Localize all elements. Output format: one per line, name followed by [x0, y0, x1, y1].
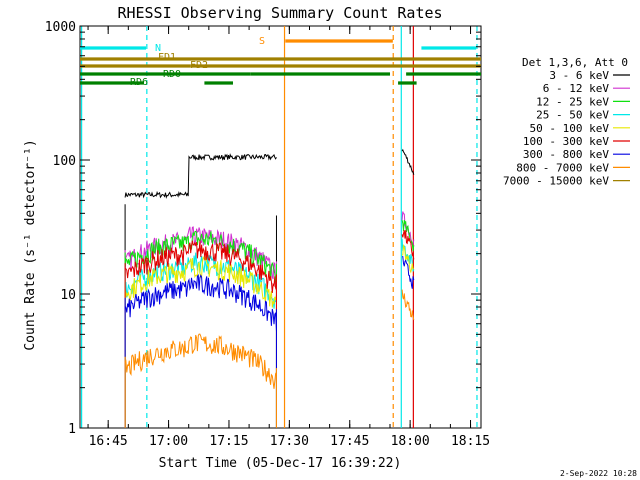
y-tick-label-3: 1000: [45, 20, 76, 35]
footer-date: 2-Sep-2022 10:28: [560, 469, 637, 478]
chart-title: RHESSI Observing Summary Count Rates: [117, 4, 442, 22]
series-post-4: [401, 243, 414, 274]
y-tick-label-1: 10: [60, 288, 76, 303]
legend-entry-2: 12 - 25 keV: [536, 95, 609, 108]
x-tick-label-0: 16:45: [89, 434, 128, 449]
x-tick-label-1: 17:00: [149, 434, 188, 449]
series-post-7: [401, 289, 415, 321]
series-line-7: [124, 333, 277, 389]
y-tick-label-0: 1: [68, 422, 76, 437]
plot-border: [79, 25, 482, 429]
x-axis-label: Start Time (05-Dec-17 16:39:22): [159, 456, 402, 471]
legend-entry-3: 25 - 50 keV: [536, 109, 609, 122]
plot-frame: [79, 25, 482, 429]
state-label-n: N: [155, 43, 161, 54]
legend-title: Det 1,3,6, Att 0: [522, 56, 628, 69]
series-post-2: [401, 219, 415, 252]
state-label-rd0: RD0: [163, 69, 181, 80]
series-lines: [124, 148, 415, 428]
legend-entry-4: 50 - 100 keV: [530, 122, 610, 135]
x-tick-label-6: 18:15: [451, 434, 490, 449]
y-tick-label-2: 100: [53, 154, 76, 169]
series-post-0: [401, 148, 415, 175]
x-tick-label-3: 17:30: [270, 434, 309, 449]
state-label-s: S: [259, 36, 265, 47]
state-label-fd2: FD2: [190, 60, 208, 71]
legend-entry-8: 7000 - 15000 keV: [503, 175, 609, 188]
x-tick-label-5: 18:00: [391, 434, 430, 449]
series-line-1: [124, 226, 277, 285]
series-line-4: [124, 255, 277, 308]
series-post-6: [402, 256, 415, 289]
legend-entry-6: 300 - 800 keV: [523, 148, 609, 161]
series-post-5: [401, 230, 415, 260]
series-line-5: [124, 240, 277, 293]
series-line-6: [124, 273, 277, 332]
legend-entry-1: 6 - 12 keV: [543, 82, 610, 95]
state-label-rd6: RD6: [130, 77, 148, 88]
legend-entry-7: 800 - 7000 keV: [516, 161, 609, 174]
state-bars: NSFD1FD2RD0RD6: [80, 36, 481, 88]
legend-entry-0: 3 - 6 keV: [549, 69, 609, 82]
y-axis-label: Count Rate (s⁻¹ detector⁻¹): [23, 139, 38, 350]
x-tick-label-2: 17:15: [209, 434, 248, 449]
axes: 16:45 17:00 17:15 17:30 17:45 18:00 18:15 1 10 10…: [45, 20, 490, 449]
legend-entry-5: 100 - 300 keV: [523, 135, 609, 148]
x-tick-label-4: 17:45: [330, 434, 369, 449]
series-line-2: [124, 230, 277, 283]
series-line-0: [124, 153, 277, 199]
